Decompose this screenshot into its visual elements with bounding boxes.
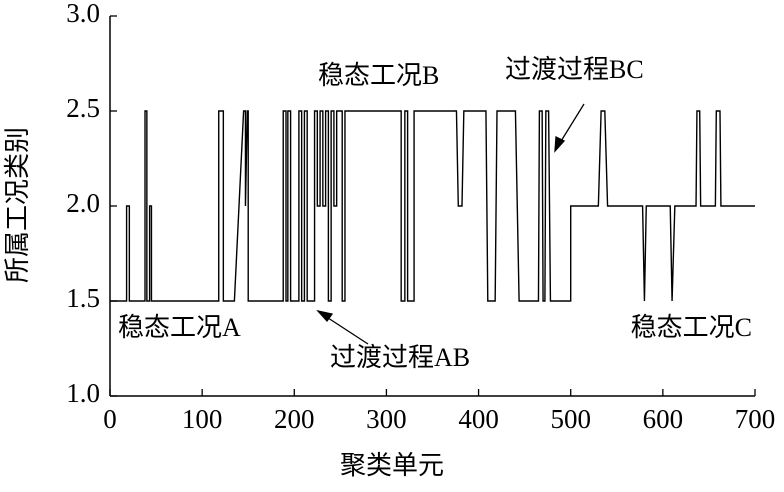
y-tick-label: 1.5 [66,283,100,313]
x-tick-label: 400 [458,404,499,434]
y-tick-label: 3.0 [66,0,100,28]
annotation: 稳态工况B [318,61,439,90]
y-tick-label: 2.0 [66,188,100,218]
annotation: 过渡过程AB [330,343,470,372]
y-tick-label: 2.5 [66,93,100,123]
data-line [110,110,755,302]
x-tick-label: 200 [274,404,315,434]
annotation: 稳态工况A [118,313,241,342]
arrows [316,103,585,345]
x-axis-label: 聚类单元 [340,451,444,480]
x-tick-label: 0 [103,404,117,434]
annotation: 稳态工况C [631,313,752,342]
x-tick-label: 100 [182,404,223,434]
y-tick-label: 1.0 [66,378,100,408]
x-tick-label: 500 [550,404,591,434]
x-tick-label: 300 [366,404,407,434]
annotation: 过渡过程BC [505,55,644,84]
x-tick-label: 700 [735,404,776,434]
y-axis-label: 所属工况类别 [3,127,32,283]
x-tick-label: 600 [643,404,684,434]
